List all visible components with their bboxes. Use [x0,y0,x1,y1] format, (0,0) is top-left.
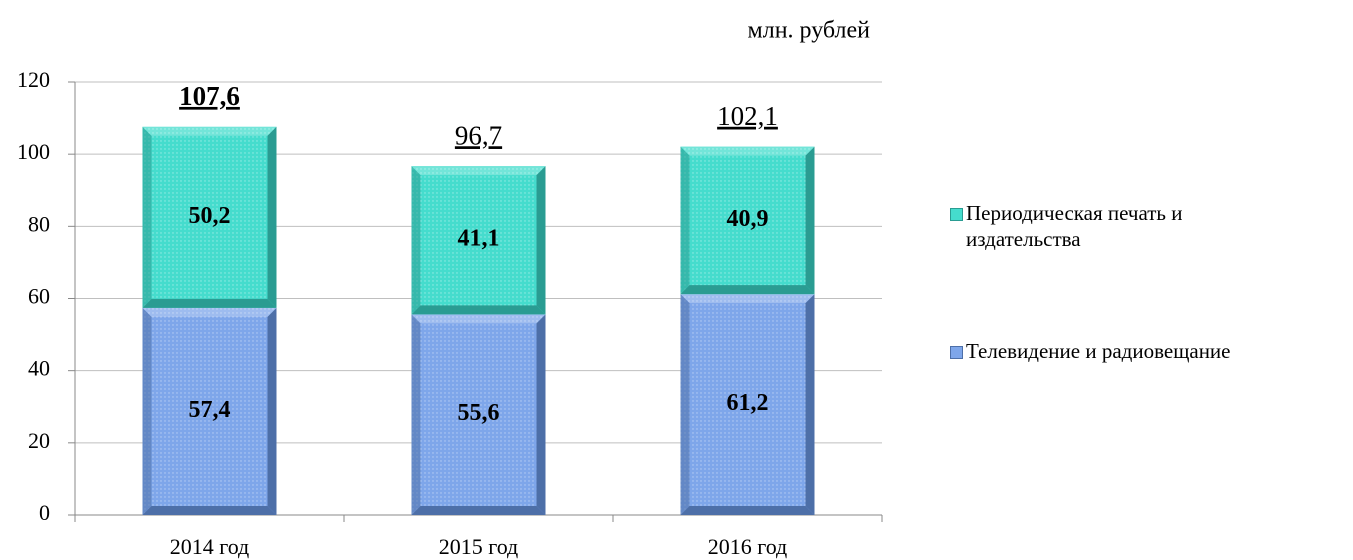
y-tick-label: 0 [39,500,50,525]
bar-bevel [536,166,546,315]
legend-label: Телевидение и радиовещание [966,339,1231,363]
bar-texture [680,294,815,515]
bar-segment [142,307,277,515]
y-tick-label: 80 [28,211,50,236]
bar-bevel [411,314,421,515]
legend-swatch [950,346,963,359]
bar-bevel [536,314,546,515]
bar-bevel [142,506,277,515]
x-tick-label: 2014 год [170,534,250,559]
total-label: 102,1 [717,101,778,131]
bar-bevel [411,166,421,315]
bar-bevel [142,307,277,317]
bar-bevel [411,305,546,315]
y-tick-label: 100 [17,139,50,164]
legend-item: Телевидение и радиовещание [950,338,1350,364]
bar-bevel [267,126,277,308]
bar-bevel [411,166,546,176]
bar-segment [680,294,815,515]
bar-bevel [680,285,815,295]
bar-bevel [805,146,815,295]
y-tick-label: 60 [28,284,50,309]
y-tick-label: 120 [17,67,50,92]
bar-bevel [805,294,815,515]
bar-bevel [142,307,152,515]
y-tick-label: 20 [28,428,50,453]
bar-bevel [411,506,546,515]
bar-texture [680,146,815,295]
bar-texture [411,314,546,515]
data-label: 40,9 [727,206,769,232]
bar-segment [142,126,277,308]
bar-bevel [680,294,815,304]
bar-bevel [267,307,277,515]
data-label: 57,4 [189,397,231,423]
bar-bevel [411,314,546,324]
bar-bevel [142,126,152,308]
y-tick-label: 40 [28,356,50,381]
bar-bevel [680,506,815,515]
bar-bevel [680,146,690,295]
bar-segment [680,146,815,295]
legend-label: Периодическая печать и издательства [966,201,1183,251]
total-label: 96,7 [455,120,502,150]
x-tick-label: 2015 год [439,534,519,559]
x-tick-label: 2016 год [708,534,788,559]
bar-segment [411,166,546,315]
legend-item: Периодическая печать и издательства [950,200,1210,252]
bar-bevel [142,298,277,308]
total-label: 107,6 [179,81,240,111]
unit-label: млн. рублей [748,18,871,44]
legend-swatch [950,208,963,221]
data-label: 55,6 [458,400,500,426]
bar-bevel [142,126,277,136]
bar-texture [411,166,546,315]
bar-bevel [680,294,690,515]
bar-segment [411,314,546,515]
data-label: 50,2 [189,203,231,229]
bar-texture [142,126,277,308]
bar-texture [142,307,277,515]
data-label: 41,1 [458,226,500,252]
bar-bevel [680,146,815,156]
data-label: 61,2 [727,390,769,416]
